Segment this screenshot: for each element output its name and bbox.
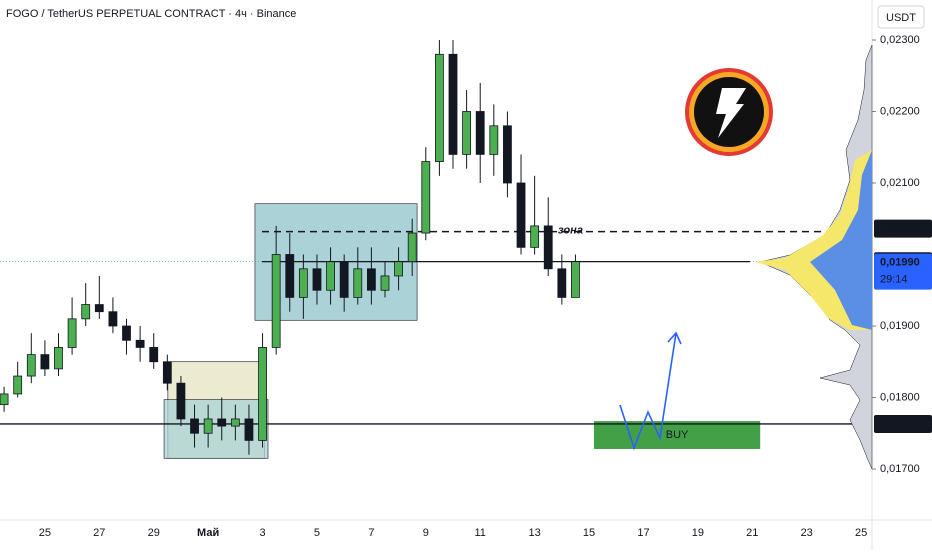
y-tick-label: 0,02300 bbox=[880, 34, 920, 46]
price-badge bbox=[874, 253, 932, 290]
y-tick-label: 0,01800 bbox=[880, 391, 920, 403]
candle-body bbox=[475, 111, 485, 155]
candle-body bbox=[489, 125, 499, 155]
candle-body bbox=[380, 275, 390, 291]
x-tick-label: Май bbox=[197, 527, 219, 539]
candle-body bbox=[162, 361, 172, 384]
candle-body bbox=[122, 325, 131, 341]
zone bbox=[593, 421, 761, 449]
countdown: 29:14 bbox=[880, 274, 908, 286]
candle-body bbox=[557, 268, 567, 298]
logo-bolt bbox=[716, 88, 746, 138]
x-tick-label: 11 bbox=[475, 527, 486, 539]
candle-body bbox=[312, 268, 322, 291]
candle-body bbox=[217, 418, 227, 427]
x-tick-label: 25 bbox=[855, 527, 867, 539]
candle-body bbox=[108, 311, 118, 327]
candle-body bbox=[530, 225, 540, 248]
price-badge bbox=[874, 219, 932, 238]
candle-body bbox=[244, 418, 254, 441]
currency[interactable]: USDT bbox=[886, 12, 916, 24]
x-tick-label: 21 bbox=[746, 527, 758, 539]
candle-body bbox=[353, 268, 363, 298]
logo bbox=[685, 68, 773, 156]
y-tick-label: 0,01900 bbox=[880, 320, 920, 332]
candle-body bbox=[448, 53, 458, 155]
candle-body bbox=[435, 53, 444, 162]
candle-body bbox=[258, 347, 267, 441]
candle-body bbox=[366, 268, 376, 291]
price-badge-label: 0,01763 bbox=[880, 418, 920, 430]
x-tick-label: 25 bbox=[39, 527, 51, 539]
candle-body bbox=[298, 268, 308, 298]
candle-body bbox=[203, 418, 213, 434]
candle-body bbox=[421, 161, 431, 234]
x-tick-label: 23 bbox=[801, 527, 813, 539]
y-tick-label: 0,02100 bbox=[880, 177, 920, 189]
currency-box[interactable] bbox=[877, 5, 925, 29]
candle-body bbox=[67, 318, 77, 348]
candle-body bbox=[394, 261, 403, 277]
zone-label: BUY bbox=[666, 429, 689, 441]
x-tick-label: 3 bbox=[259, 527, 265, 539]
candle-body bbox=[190, 418, 199, 434]
profile-value-area-up bbox=[810, 150, 872, 330]
candle-body bbox=[54, 347, 63, 370]
x-tick-label: 13 bbox=[529, 527, 541, 539]
annotation: зона bbox=[558, 225, 583, 237]
x-tick-label: 5 bbox=[314, 527, 320, 539]
candle-body bbox=[135, 339, 145, 348]
price-badge-label: 0,02032 bbox=[880, 223, 920, 235]
candle-body bbox=[40, 354, 50, 370]
candle-body bbox=[339, 261, 349, 298]
x-tick-label: 7 bbox=[368, 527, 374, 539]
x-tick-label: 15 bbox=[583, 527, 595, 539]
x-tick-label: 17 bbox=[637, 527, 649, 539]
y-tick-label: 0,01700 bbox=[880, 463, 920, 475]
candle-body bbox=[81, 304, 91, 320]
candle-body bbox=[516, 182, 526, 248]
candle-body bbox=[0, 393, 9, 406]
volume-profile bbox=[755, 44, 873, 470]
candle-body bbox=[13, 375, 23, 395]
candle-body bbox=[543, 225, 553, 270]
chart-title: FOGO / TetherUS PERPETUAL CONTRACT · 4ч … bbox=[6, 8, 296, 20]
candle-body bbox=[94, 304, 104, 313]
candle-body bbox=[571, 261, 580, 298]
x-tick-label: 29 bbox=[148, 527, 160, 539]
candle-body bbox=[326, 261, 335, 291]
candle-body bbox=[230, 418, 240, 427]
candle-body bbox=[407, 232, 417, 263]
x-tick-label: 19 bbox=[692, 527, 704, 539]
price-badge bbox=[874, 414, 932, 433]
candle-body bbox=[503, 125, 512, 184]
x-tick-label: 27 bbox=[93, 527, 105, 539]
candle-body bbox=[271, 254, 281, 348]
candle-body bbox=[285, 254, 295, 298]
candle-body bbox=[26, 354, 36, 377]
forecast-arrow bbox=[619, 331, 682, 451]
candle-body bbox=[149, 347, 159, 363]
y-tick-label: 0,02200 bbox=[880, 105, 920, 117]
price-badge-label: 0,01990 bbox=[880, 257, 920, 269]
candle-body bbox=[176, 382, 186, 420]
candle-body bbox=[462, 111, 472, 155]
x-tick-label: 9 bbox=[423, 527, 429, 539]
